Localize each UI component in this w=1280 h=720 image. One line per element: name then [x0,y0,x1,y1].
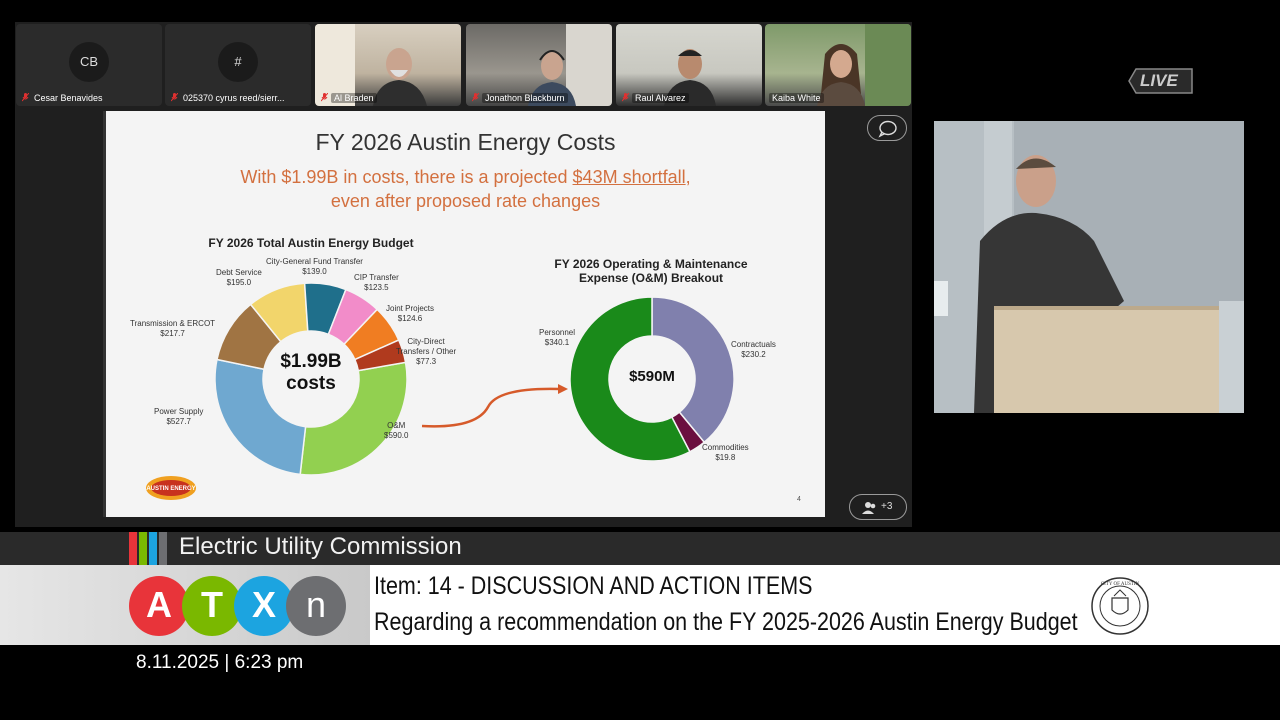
commission-name: Electric Utility Commission [179,533,462,560]
broadcast-datetime: 8.11.2025 | 6:23 pm [136,652,304,673]
label-commodities: Commodities $19.8 [702,443,749,462]
label-contractuals: Contractuals $230.2 [731,340,776,359]
label-power-supply: Power Supply $527.7 [154,407,204,426]
budget-chart-title: FY 2026 Total Austin Energy Budget [208,236,414,250]
svg-text:CITY OF AUSTIN: CITY OF AUSTIN [1101,582,1140,587]
stripe-green [139,532,147,565]
participant-tile-raul-alvarez[interactable]: Raul Alvarez [616,24,762,106]
muted-mic-icon [22,93,29,102]
muted-mic-icon [472,93,479,102]
subtitle-line2: even after proposed rate changes [330,191,601,211]
label-city-general-fund: City-General Fund Transfer $139.0 [266,257,363,276]
shortfall-amount: $43M shortfall [572,167,686,187]
commission-bar [0,532,1280,565]
participant-initials: CB [69,42,109,82]
donut1-slice-power-supply [214,358,307,476]
participant-name: Kaiba White [769,93,824,103]
live-badge: LIVE [1128,68,1194,94]
stripe-gray [159,532,167,565]
slide-page-marker: 4 [797,496,801,503]
donut2-slice-contractuals [651,296,735,444]
budget-center-label: $1.99B costs [261,351,361,395]
donut2-slice-personnel [569,296,691,462]
stripe-red [129,532,137,565]
speaker-video [934,121,1244,413]
participant-tile-al-braden[interactable]: Al Braden [315,24,461,106]
slide-subtitle: With $1.99B in costs, there is a project… [106,165,825,213]
people-icon [862,502,876,514]
participant-video [817,24,911,106]
participant-name: Jonathon Blackburn [482,93,568,103]
muted-mic-icon [622,93,629,102]
participant-video [528,24,612,106]
donut1-slice-city-direct-transfers-other [353,339,407,372]
atxn-logo-t: T [182,576,242,636]
om-center-label: $590M [629,368,675,385]
participant-video [315,24,427,106]
atxn-logo-n: N [286,576,346,636]
subtitle-prefix: With $1.99B in costs, there is a project… [240,167,573,187]
donut1-slice-o-m [299,361,408,476]
atxn-logo-a: A [129,576,189,636]
muted-mic-icon [171,93,178,102]
chat-bubble-icon [878,120,897,138]
people-count: +3 [881,501,893,512]
arrow-connector [421,387,562,428]
participant-name: Al Braden [331,93,377,103]
agenda-item-description: Regarding a recommendation on the FY 202… [374,608,1078,636]
participant-name: Cesar Benavides [34,93,103,103]
atxn-logo-x: X [234,576,294,636]
om-chart-title: FY 2026 Operating & Maintenance Expense … [554,257,748,285]
label-personnel: Personnel $340.1 [539,328,576,347]
participant-tile-kaiba-white[interactable]: Kaiba White [765,24,911,106]
svg-text:AUSTIN ENERGY: AUSTIN ENERGY [146,486,195,492]
label-om: O&M $590.0 [384,421,409,440]
participant-tile-cyrus[interactable]: # 025370 cyrus reed/sierr... [165,24,311,106]
participant-video [664,49,716,106]
label-joint-projects: Joint Projects $124.6 [386,304,435,323]
muted-mic-icon [321,93,328,102]
participant-name: 025370 cyrus reed/sierr... [183,93,285,103]
speaker-camera-feed [934,121,1244,413]
austin-energy-logo: AUSTIN ENERGY [146,476,196,500]
arrow-head [558,384,568,394]
participant-tile-jonathon-blackburn[interactable]: Jonathon Blackburn [466,24,612,106]
slide-title: FY 2026 Austin Energy Costs [315,129,616,155]
participant-name: Raul Alvarez [632,93,689,103]
live-badge-shape [1128,68,1193,94]
participants-button[interactable]: +3 [849,494,907,520]
budget-charts [214,282,735,476]
budget-total-caption: costs [286,373,336,394]
presentation-slide: FY 2026 Austin Energy Costs With $1.99B … [103,111,825,517]
live-label: LIVE [1140,71,1178,90]
budget-total: $1.99B [280,351,342,372]
label-transmission-ercot: Transmission & ERCOT $217.7 [130,319,216,338]
city-of-austin-seal: CITY OF AUSTIN [1091,577,1149,635]
chat-button[interactable] [867,115,907,141]
label-city-direct-transfers: City-Direct Transfers / Other $77.3 [396,337,457,366]
subtitle-suffix: , [685,167,691,187]
participant-initials: # [218,42,258,82]
meeting-window: CB Cesar Benavides # 025370 cyrus reed/s… [15,22,912,527]
agenda-item-title: Item: 14 - DISCUSSION AND ACTION ITEMS [374,572,813,600]
stripe-blue [149,532,157,565]
label-debt-service: Debt Service $195.0 [216,268,262,287]
label-cip-transfer: CIP Transfer $123.5 [354,273,399,292]
participant-tile-cesar[interactable]: CB Cesar Benavides [16,24,162,106]
